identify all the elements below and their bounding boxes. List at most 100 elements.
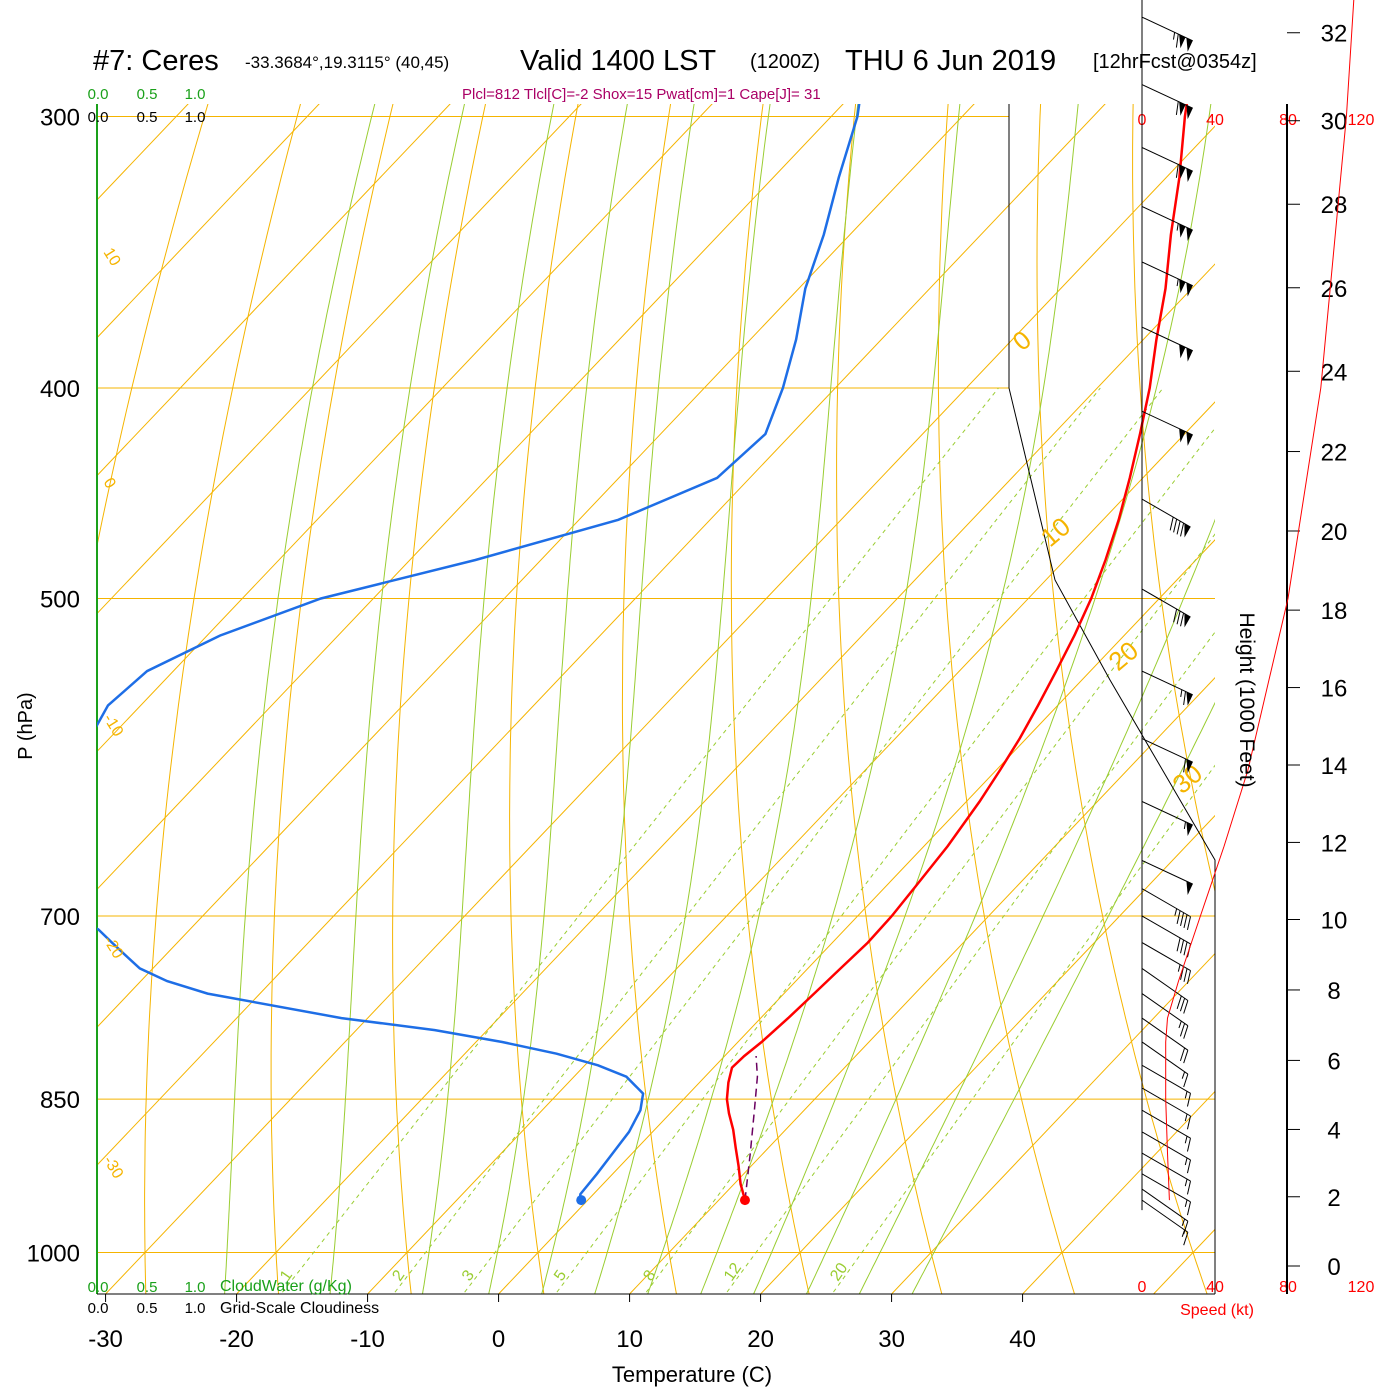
wind-barb-staff: [1141, 261, 1193, 287]
wind-barb-pennant: [1186, 37, 1193, 52]
temp-tick-label: 10: [616, 1326, 643, 1353]
isotherm-line: [97, 104, 975, 1028]
wind-barb: [1141, 670, 1193, 706]
wind-barb-feather: [1183, 968, 1188, 982]
temperature-line: [725, 104, 1188, 1201]
wind-barb-half-feather: [1174, 908, 1178, 916]
dewpoint-line: [97, 104, 861, 1203]
wind-barb-feather: [1186, 970, 1191, 984]
height-tick-label: 16: [1321, 676, 1348, 703]
wind-barb-feather: [1176, 937, 1181, 952]
height-tick-label: 24: [1321, 359, 1348, 386]
moist-adiabat-line: [858, 518, 1215, 1294]
height-tick-label: 18: [1321, 598, 1348, 625]
moist-adiabat-line: [329, 104, 465, 1294]
wind-barb: [1141, 16, 1193, 52]
wind-barb-half-feather: [1184, 1113, 1188, 1122]
height-tick-label: 26: [1321, 276, 1348, 303]
cloudwater-scale-label: 0.5: [137, 1279, 158, 1296]
wind-barb-feather: [1180, 522, 1185, 537]
dry-adiabat-line: [270, 104, 394, 1294]
wind-barb-half-feather: [1184, 1199, 1188, 1208]
cloudwater-scale-label: 1.0: [185, 86, 206, 103]
wind-barb-staff: [1141, 1017, 1189, 1051]
wind-barb-feather: [1183, 1025, 1189, 1039]
moist-adiabat-line: [700, 104, 961, 1294]
wind-barb: [1141, 1041, 1189, 1088]
isotherm-line: [235, 263, 1215, 1294]
cloudiness-scale-label: 0.5: [137, 109, 158, 126]
wind-barb-half-feather: [1184, 1136, 1188, 1144]
cloudiness-scale-label: 0.5: [137, 1300, 158, 1317]
height-tick-label: 6: [1327, 1048, 1340, 1075]
height-tick-label: 8: [1327, 978, 1340, 1005]
mixing-ratio-line: [554, 427, 1215, 1294]
wind-barb: [1141, 1199, 1189, 1246]
height-tick-label: 32: [1321, 21, 1348, 48]
sounding-profiles: [97, 104, 1188, 1206]
wind-barb-pennant: [1186, 431, 1193, 446]
wind-barb-staff: [1141, 1173, 1191, 1203]
height-tick-label: 30: [1321, 109, 1348, 136]
wind-barb-staff: [1141, 967, 1189, 1001]
speed-tick-label-bottom: 80: [1279, 1279, 1297, 1296]
wind-barb-half-feather: [1183, 821, 1186, 830]
wind-barb-feather: [1173, 518, 1178, 533]
wind-barb-staff: [1141, 993, 1189, 1027]
temp-tick-label: -20: [219, 1326, 254, 1353]
pressure-tick-label: 400: [40, 376, 80, 403]
wind-barb-pennant: [1186, 822, 1193, 837]
wind-barb: [1141, 1064, 1191, 1107]
isotherm-line: [97, 104, 844, 891]
isotherm-line: [97, 104, 320, 339]
mixing-ratio-tick-label: 12: [721, 1260, 745, 1284]
wind-barb: [1141, 588, 1191, 628]
wind-barb-staff: [1141, 670, 1193, 696]
speed-tick-label-bottom: 0: [1138, 1279, 1147, 1296]
isotherm-line: [497, 539, 1215, 1294]
dry-adiabat-line: [392, 104, 486, 1294]
isotherm-line: [97, 104, 713, 753]
height-tick-label: 20: [1321, 519, 1348, 546]
wind-barb-feather: [1180, 912, 1185, 926]
wind-barb-staff: [1141, 942, 1191, 971]
wind-barb-feather: [1186, 1159, 1191, 1174]
wind-barb-pennant: [1184, 613, 1191, 628]
height-tick-label: 28: [1321, 192, 1348, 219]
wind-barb-feather: [1180, 939, 1185, 954]
moist-adiabat-line: [421, 104, 555, 1294]
isotherm-line: [759, 814, 1215, 1294]
wind-barb-staff: [1141, 326, 1193, 352]
dry-adiabat-line: [97, 104, 209, 549]
wind-barb-staff: [1141, 588, 1191, 618]
cloudiness-scale-label: 0.0: [88, 1300, 109, 1317]
wind-barb-pennant: [1186, 105, 1193, 120]
dry-adiabat-line: [621, 104, 677, 1294]
mixing-ratio-line: [831, 764, 1215, 1294]
wind-barb-feather: [1186, 916, 1191, 930]
wind-barb: [1141, 147, 1193, 183]
wind-barb: [1141, 915, 1191, 958]
wind-barb: [1141, 967, 1189, 1014]
pressure-tick-label: 1000: [27, 1241, 80, 1268]
wind-barb: [1141, 206, 1193, 242]
cloudiness-scale-label: 1.0: [185, 1300, 206, 1317]
wind-barb-feather: [1180, 612, 1185, 627]
wind-barb-pennant: [1179, 101, 1186, 116]
wind-barb-feather: [1186, 1138, 1191, 1152]
wind-barb-feather: [1175, 33, 1179, 48]
wind-barb-feather: [1176, 610, 1181, 625]
cloudwater-scale-label: 1.0: [185, 1279, 206, 1296]
isotherm-label: 10: [100, 245, 124, 269]
wind-barb-pennant: [1186, 168, 1193, 183]
moist-adiabat-line: [488, 104, 628, 1294]
isotherm-label: 10: [1035, 511, 1076, 553]
wind-barb-staff: [1141, 801, 1193, 826]
thermo-background: 1 2 3 5 8 12 20: [97, 104, 1215, 1294]
dry-adiabat-line: [509, 104, 579, 1294]
wind-barb: [1141, 942, 1191, 984]
wind-barb: [1141, 326, 1193, 362]
height-axis-label: Height (1000 Feet): [1235, 612, 1258, 787]
wind-barb-feather: [1186, 1180, 1191, 1195]
wind-barb-half-feather: [1181, 1218, 1186, 1226]
